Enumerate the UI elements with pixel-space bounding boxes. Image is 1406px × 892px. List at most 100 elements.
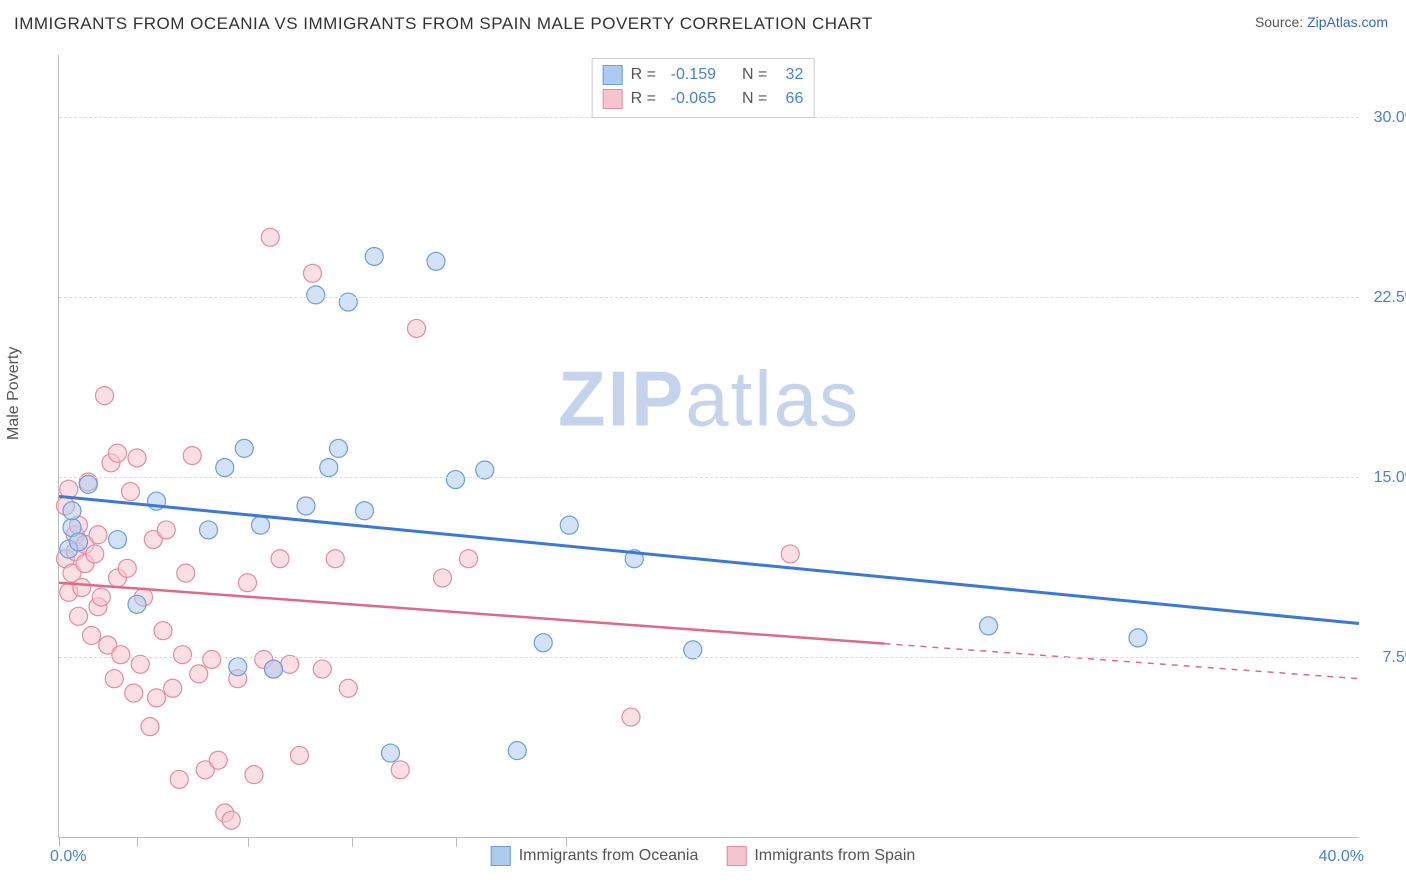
correlation-stats-legend: R = -0.159 N = 32 R = -0.065 N = 66 [592, 58, 815, 118]
data-point [125, 684, 143, 702]
data-point [265, 660, 283, 678]
chart-plot-area: ZIPatlas 7.5%15.0%22.5%30.0% [58, 55, 1359, 838]
data-point [560, 516, 578, 534]
stat-r-label: R = [631, 87, 656, 111]
data-point [980, 617, 998, 635]
data-point [427, 252, 445, 270]
data-point [209, 751, 227, 769]
data-point [339, 293, 357, 311]
data-point [508, 742, 526, 760]
data-point [128, 449, 146, 467]
data-point [781, 545, 799, 563]
data-point [239, 574, 257, 592]
data-point [118, 559, 136, 577]
data-point [326, 550, 344, 568]
data-point [460, 550, 478, 568]
stat-n-label: N = [742, 87, 767, 111]
stats-row: R = -0.065 N = 66 [603, 87, 804, 111]
data-point [70, 533, 88, 551]
y-axis-title: Male Poverty [5, 347, 23, 440]
data-point [252, 516, 270, 534]
data-point [170, 770, 188, 788]
legend-label: Immigrants from Spain [754, 847, 915, 865]
data-point [190, 665, 208, 683]
legend-swatch [603, 65, 623, 85]
data-point [128, 595, 146, 613]
data-point [112, 646, 130, 664]
data-point [229, 658, 247, 676]
data-point [320, 459, 338, 477]
data-point [313, 660, 331, 678]
legend-label: Immigrants from Oceania [519, 847, 699, 865]
stat-r-value: -0.065 [664, 87, 716, 111]
series-legend: Immigrants from Oceania Immigrants from S… [491, 846, 916, 866]
data-point [391, 761, 409, 779]
trend-line [59, 583, 885, 644]
data-point [109, 531, 127, 549]
data-point [356, 502, 374, 520]
data-point [141, 718, 159, 736]
data-point [148, 689, 166, 707]
data-point [534, 634, 552, 652]
source-link[interactable]: ZipAtlas.com [1307, 14, 1388, 30]
data-point [222, 811, 240, 829]
y-tick-label: 30.0% [1364, 109, 1406, 127]
legend-item: Immigrants from Spain [726, 846, 915, 866]
legend-item: Immigrants from Oceania [491, 846, 699, 866]
source-label: Source: [1255, 14, 1307, 30]
x-axis-min-label: 0.0% [50, 848, 86, 866]
data-point [177, 564, 195, 582]
data-point [271, 550, 289, 568]
chart-title: IMMIGRANTS FROM OCEANIA VS IMMIGRANTS FR… [14, 14, 873, 34]
data-point [297, 497, 315, 515]
data-point [339, 679, 357, 697]
stats-row: R = -0.159 N = 32 [603, 63, 804, 87]
data-point [434, 569, 452, 587]
data-point [261, 228, 279, 246]
data-point [96, 387, 114, 405]
data-point [70, 607, 88, 625]
stat-r-value: -0.159 [664, 63, 716, 87]
y-tick-label: 15.0% [1364, 469, 1406, 487]
stat-n-label: N = [742, 63, 767, 87]
data-point [365, 247, 383, 265]
data-point [83, 627, 101, 645]
data-point [622, 708, 640, 726]
data-point [304, 264, 322, 282]
stat-r-label: R = [631, 63, 656, 87]
data-point [122, 483, 140, 501]
data-point [291, 746, 309, 764]
trend-line [59, 496, 1359, 623]
gridline: 7.5% [59, 657, 1359, 658]
data-point [63, 502, 81, 520]
data-point [216, 459, 234, 477]
data-point [330, 439, 348, 457]
gridline: 15.0% [59, 477, 1359, 478]
data-point [86, 545, 104, 563]
data-point [105, 670, 123, 688]
data-point [109, 444, 127, 462]
trend-line-extrapolated [885, 644, 1360, 679]
stat-n-value: 32 [775, 63, 803, 87]
data-point [245, 766, 263, 784]
gridline: 22.5% [59, 297, 1359, 298]
stat-n-value: 66 [775, 87, 803, 111]
data-point [73, 579, 91, 597]
legend-swatch [726, 846, 746, 866]
data-point [382, 744, 400, 762]
data-point [92, 588, 110, 606]
data-point [154, 622, 172, 640]
data-point [89, 526, 107, 544]
data-point [183, 447, 201, 465]
data-point [200, 521, 218, 539]
data-point [235, 439, 253, 457]
data-point [164, 679, 182, 697]
scatter-plot-svg [59, 55, 1359, 837]
data-point [1129, 629, 1147, 647]
data-point [408, 319, 426, 337]
source-attribution: Source: ZipAtlas.com [1255, 14, 1388, 30]
data-point [157, 521, 175, 539]
data-point [447, 471, 465, 489]
y-tick-label: 7.5% [1364, 649, 1406, 667]
data-point [203, 650, 221, 668]
